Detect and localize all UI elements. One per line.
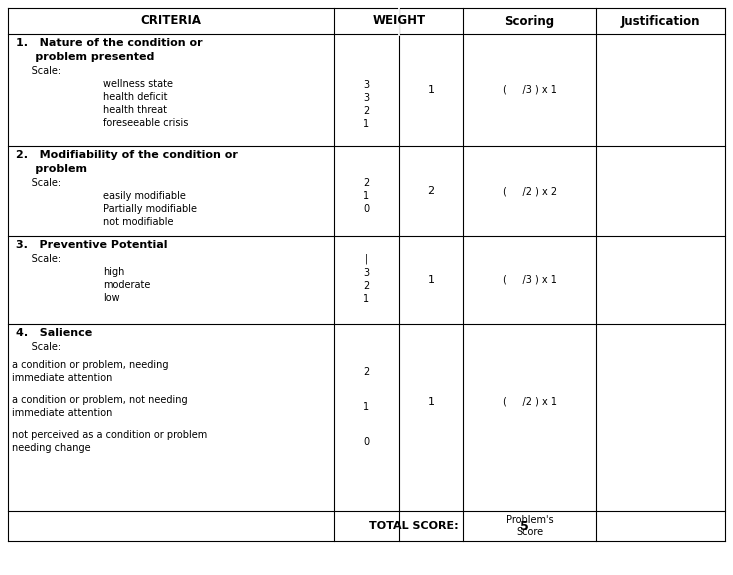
Text: 3.   Preventive Potential: 3. Preventive Potential	[16, 240, 168, 250]
Text: 3: 3	[364, 80, 369, 90]
Text: wellness state: wellness state	[103, 79, 173, 89]
Text: Partially modifiable: Partially modifiable	[103, 204, 197, 214]
Text: Scale:: Scale:	[16, 178, 61, 188]
Text: WEIGHT: WEIGHT	[372, 14, 425, 28]
Text: 2: 2	[427, 186, 435, 196]
Text: 1: 1	[364, 191, 369, 201]
Text: 1: 1	[427, 275, 435, 285]
Text: (     /3 ) x 1: ( /3 ) x 1	[503, 275, 556, 285]
Text: a condition or problem, needing: a condition or problem, needing	[12, 360, 169, 370]
Text: 2: 2	[364, 281, 369, 291]
Text: moderate: moderate	[103, 280, 150, 290]
Text: health threat: health threat	[103, 105, 167, 115]
Text: 4.   Salience: 4. Salience	[16, 328, 92, 338]
Text: Problem's
Score: Problem's Score	[506, 515, 553, 537]
Text: 5: 5	[520, 519, 529, 532]
Text: 0: 0	[364, 204, 369, 214]
Text: 0: 0	[364, 437, 369, 447]
Text: 2: 2	[364, 178, 369, 188]
Text: 1: 1	[427, 397, 435, 407]
Text: 3: 3	[364, 93, 369, 103]
Text: (     /2 ) x 2: ( /2 ) x 2	[503, 186, 556, 196]
Text: immediate attention: immediate attention	[12, 408, 112, 418]
Text: 1: 1	[364, 402, 369, 412]
Text: 1: 1	[364, 294, 369, 304]
Text: Justification: Justification	[621, 14, 700, 28]
Text: needing change: needing change	[12, 443, 91, 453]
Text: 2.   Modifiability of the condition or: 2. Modifiability of the condition or	[16, 150, 238, 160]
Text: 2: 2	[364, 367, 369, 377]
Text: Scoring: Scoring	[504, 14, 555, 28]
Text: 2: 2	[364, 106, 369, 116]
Text: TOTAL SCORE:: TOTAL SCORE:	[369, 521, 458, 531]
Text: health deficit: health deficit	[103, 92, 168, 102]
Text: 1: 1	[364, 119, 369, 129]
Text: easily modifiable: easily modifiable	[103, 191, 186, 201]
Text: not modifiable: not modifiable	[103, 217, 174, 227]
Text: CRITERIA: CRITERIA	[141, 14, 202, 28]
Text: problem: problem	[16, 164, 87, 174]
Text: foreseeable crisis: foreseeable crisis	[103, 118, 188, 128]
Text: immediate attention: immediate attention	[12, 373, 112, 383]
Text: Scale:: Scale:	[16, 66, 61, 76]
Text: Scale:: Scale:	[16, 254, 61, 264]
Text: 3: 3	[364, 268, 369, 278]
Text: not perceived as a condition or problem: not perceived as a condition or problem	[12, 430, 207, 440]
Text: (     /2 ) x 1: ( /2 ) x 1	[503, 397, 556, 407]
Text: Scale:: Scale:	[16, 342, 61, 352]
Text: (     /3 ) x 1: ( /3 ) x 1	[503, 85, 556, 95]
Text: problem presented: problem presented	[16, 52, 155, 62]
Text: low: low	[103, 293, 119, 303]
Text: 1.   Nature of the condition or: 1. Nature of the condition or	[16, 38, 202, 48]
Text: |: |	[365, 254, 368, 264]
Text: 1: 1	[427, 85, 435, 95]
Text: high: high	[103, 267, 125, 277]
Text: a condition or problem, not needing: a condition or problem, not needing	[12, 395, 188, 405]
